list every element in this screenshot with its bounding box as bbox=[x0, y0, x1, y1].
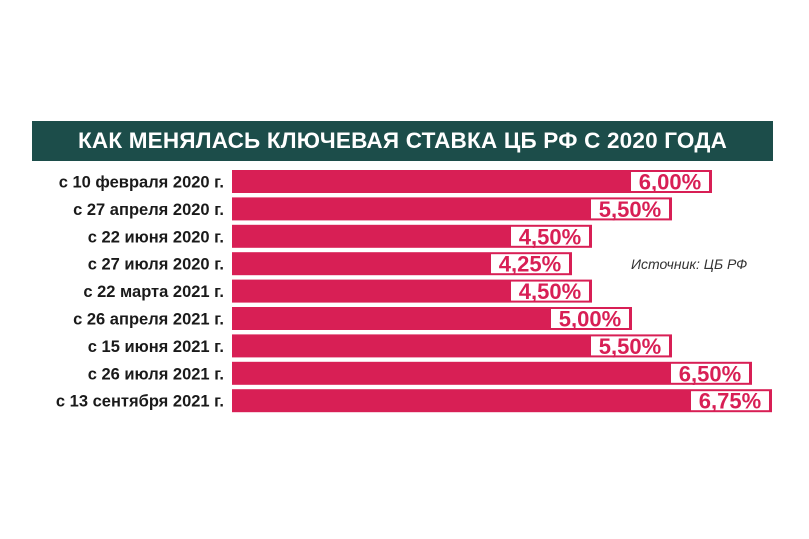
value-label-box-7 bbox=[591, 336, 669, 356]
value-label-box-4 bbox=[491, 254, 569, 274]
bar-6 bbox=[232, 307, 632, 330]
category-label-2: с 27 апреля 2020 г. bbox=[73, 201, 224, 219]
bar-7 bbox=[232, 334, 672, 358]
bar-9 bbox=[232, 389, 772, 413]
chart-title: КАК МЕНЯЛАСЬ КЛЮЧЕВАЯ СТАВКА ЦБ РФ С 202… bbox=[77, 128, 728, 153]
value-label-3: 4,50% bbox=[519, 224, 581, 249]
value-label-box-8 bbox=[671, 363, 749, 383]
value-label-1: 6,00% bbox=[639, 170, 701, 195]
bar-4 bbox=[232, 252, 572, 276]
value-label-box-2 bbox=[591, 199, 669, 219]
bar-3 bbox=[232, 224, 592, 248]
value-label-box-9 bbox=[691, 391, 769, 411]
category-label-7: с 15 июня 2021 г. bbox=[88, 338, 224, 356]
value-label-6: 5,00% bbox=[559, 307, 621, 332]
value-label-4: 4,25% bbox=[499, 252, 561, 277]
category-label-1: с 10 февраля 2020 г. bbox=[59, 174, 224, 192]
bar-5 bbox=[232, 279, 592, 303]
value-label-9: 6,75% bbox=[699, 389, 761, 414]
bar-8 bbox=[232, 361, 752, 385]
category-label-3: с 22 июня 2020 г. bbox=[88, 228, 224, 246]
value-label-7: 5,50% bbox=[599, 334, 661, 359]
category-label-8: с 26 июля 2021 г. bbox=[88, 365, 224, 383]
category-label-5: с 22 марта 2021 г. bbox=[83, 283, 224, 301]
bar-2 bbox=[232, 197, 672, 221]
category-label-9: с 13 сентября 2021 г. bbox=[56, 393, 224, 411]
chart-title-bar: КАК МЕНЯЛАСЬ КЛЮЧЕВАЯ СТАВКА ЦБ РФ С 202… bbox=[32, 121, 773, 161]
value-label-box-3 bbox=[511, 226, 589, 246]
bar-1 bbox=[232, 170, 712, 193]
category-label-4: с 27 июля 2020 г. bbox=[88, 256, 224, 274]
category-label-6: с 26 апреля 2021 г. bbox=[73, 311, 224, 329]
value-label-box-6 bbox=[551, 309, 629, 328]
value-label-2: 5,50% bbox=[599, 197, 661, 222]
source-note: Источник: ЦБ РФ bbox=[631, 256, 748, 272]
value-label-box-5 bbox=[511, 281, 589, 301]
value-label-box-1 bbox=[631, 172, 709, 191]
value-label-5: 4,50% bbox=[519, 279, 581, 304]
value-label-8: 6,50% bbox=[679, 361, 741, 386]
